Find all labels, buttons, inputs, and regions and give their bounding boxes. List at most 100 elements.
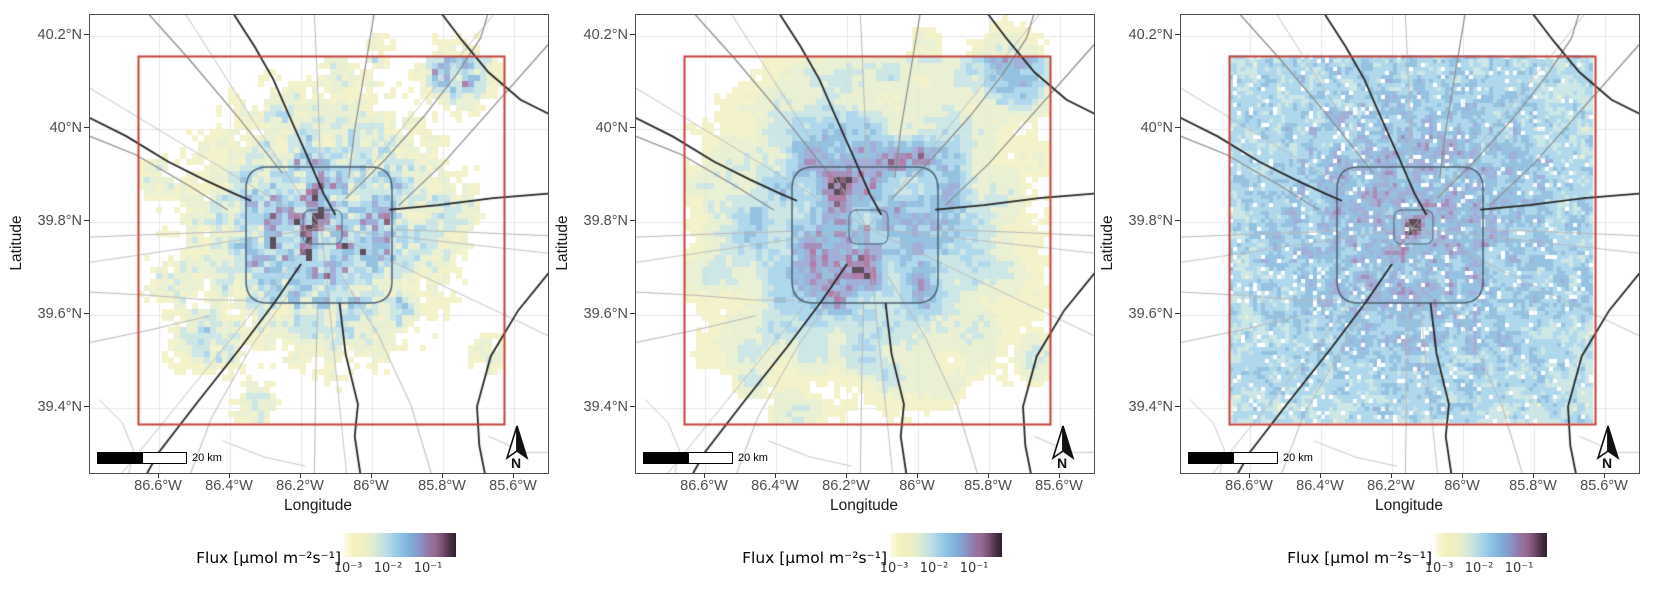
y-axis-tick-mark	[1175, 313, 1180, 315]
y-axis-tick-label: 40.2°N	[1128, 27, 1174, 43]
north-arrow-icon: N	[505, 425, 529, 469]
scale-bar-label: 20 km	[192, 452, 222, 464]
y-axis-tick-label: 40°N	[49, 120, 82, 136]
scale-bar-label: 20 km	[1283, 452, 1313, 464]
x-axis-tick-mark	[300, 473, 302, 478]
map-panel: Latitude 40.2°N 40°N 39.8°N 39.6°N 39.4°…	[0, 0, 551, 597]
y-axis-tick-label: 39.8°N	[583, 213, 629, 229]
north-arrow-label: N	[1057, 455, 1067, 469]
y-axis-tick-label: 39.6°N	[1128, 306, 1174, 322]
scale-bar-empty-segment	[1233, 452, 1278, 464]
x-axis-tick-label: 86.6°W	[680, 478, 728, 494]
x-axis-tick-label: 86.2°W	[1367, 478, 1415, 494]
x-axis-tick-label: 86°W	[899, 478, 935, 494]
x-axis-title: Longitude	[283, 497, 353, 514]
y-axis-tick-label: 40.2°N	[37, 27, 83, 43]
flux-map-canvas	[1181, 15, 1639, 473]
x-axis-tick-mark	[704, 473, 706, 478]
colorbar-gradient	[890, 533, 1002, 557]
north-arrow-left-half	[505, 425, 518, 461]
x-axis-tick-mark	[371, 473, 373, 478]
scale-bar: 20 km	[1188, 452, 1313, 464]
x-axis-tick-mark	[1249, 473, 1251, 478]
north-arrow-icon: N	[1051, 425, 1075, 469]
north-arrow-label: N	[511, 455, 521, 469]
x-axis-tick-label: 86.2°W	[276, 478, 324, 494]
colorbar-tick-label: 10⁻¹	[413, 561, 443, 576]
north-arrow-right-half	[516, 425, 529, 461]
y-axis-tick-label: 40°N	[1140, 120, 1173, 136]
map-plot-area: 20 km N	[89, 14, 549, 474]
x-axis-tick-label: 85.8°W	[964, 478, 1012, 494]
y-axis-tick-mark	[630, 34, 635, 36]
y-axis-tick-mark	[1175, 406, 1180, 408]
y-axis-tick-label: 39.8°N	[1128, 213, 1174, 229]
scale-bar-label: 20 km	[738, 452, 768, 464]
y-axis-tick-mark	[84, 220, 89, 222]
y-axis-tick-label: 39.6°N	[37, 306, 83, 322]
y-axis-tick-mark	[1175, 34, 1180, 36]
y-axis-tick-mark	[630, 220, 635, 222]
x-axis-tick-mark	[229, 473, 231, 478]
x-axis-tick-label: 85.8°W	[418, 478, 466, 494]
colorbar-title: Flux [μmol m⁻²s⁻¹]	[196, 549, 341, 567]
y-axis-tick-mark	[1175, 127, 1180, 129]
y-axis-tick-label: 39.4°N	[1128, 399, 1174, 415]
x-axis-tick-label: 86.4°W	[205, 478, 253, 494]
y-axis-tick-mark	[1175, 220, 1180, 222]
y-axis-tick-mark	[630, 313, 635, 315]
x-axis-tick-mark	[988, 473, 990, 478]
y-axis-tick-mark	[84, 34, 89, 36]
scale-bar-filled-segment	[1188, 452, 1234, 464]
x-axis-tick-mark	[1604, 473, 1606, 478]
x-axis-tick-mark	[917, 473, 919, 478]
north-arrow-icon: N	[1596, 425, 1620, 469]
map-plot-area: 20 km N	[1180, 14, 1640, 474]
x-axis-tick-label: 86.6°W	[1225, 478, 1273, 494]
x-axis-tick-label: 85.6°W	[489, 478, 537, 494]
y-axis-tick-label: 39.4°N	[583, 399, 629, 415]
x-axis-tick-mark	[158, 473, 160, 478]
x-axis-tick-label: 86°W	[353, 478, 389, 494]
y-axis-tick-mark	[84, 127, 89, 129]
map-panel: Latitude 40.2°N 40°N 39.8°N 39.6°N 39.4°…	[1091, 0, 1642, 597]
y-axis-tick-label: 39.8°N	[37, 213, 83, 229]
colorbar-tick-label: 10⁻²	[373, 561, 403, 576]
scale-bar: 20 km	[643, 452, 768, 464]
map-panel: Latitude 40.2°N 40°N 39.8°N 39.6°N 39.4°…	[546, 0, 1097, 597]
colorbar-title: Flux [μmol m⁻²s⁻¹]	[1287, 549, 1432, 567]
north-arrow-left-half	[1051, 425, 1064, 461]
colorbar-tick-label: 10⁻³	[879, 561, 909, 576]
colorbar-gradient	[1435, 533, 1547, 557]
x-axis-tick-label: 86°W	[1444, 478, 1480, 494]
x-axis-tick-label: 86.6°W	[134, 478, 182, 494]
x-axis-tick-mark	[442, 473, 444, 478]
colorbar-title: Flux [μmol m⁻²s⁻¹]	[742, 549, 887, 567]
x-axis-tick-label: 85.6°W	[1580, 478, 1628, 494]
scale-bar: 20 km	[97, 452, 222, 464]
x-axis-tick-label: 86.4°W	[1296, 478, 1344, 494]
flux-map-canvas	[636, 15, 1094, 473]
colorbar-tick-label: 10⁻¹	[1504, 561, 1534, 576]
colorbar-gradient	[344, 533, 456, 557]
y-axis-tick-mark	[84, 313, 89, 315]
flux-map-canvas	[90, 15, 548, 473]
x-axis-tick-label: 85.8°W	[1509, 478, 1557, 494]
x-axis-tick-mark	[846, 473, 848, 478]
scale-bar-empty-segment	[142, 452, 187, 464]
x-axis-tick-mark	[1462, 473, 1464, 478]
scale-bar-filled-segment	[97, 452, 143, 464]
north-arrow-right-half	[1062, 425, 1075, 461]
x-axis-title: Longitude	[1374, 497, 1444, 514]
x-axis-tick-label: 86.4°W	[751, 478, 799, 494]
x-axis-tick-label: 86.2°W	[822, 478, 870, 494]
y-axis-tick-label: 39.6°N	[583, 306, 629, 322]
scale-bar-empty-segment	[688, 452, 733, 464]
y-axis-tick-label: 40.2°N	[583, 27, 629, 43]
y-axis-tick-label: 40°N	[595, 120, 628, 136]
x-axis-tick-mark	[775, 473, 777, 478]
x-axis-tick-label: 85.6°W	[1035, 478, 1083, 494]
colorbar-tick-label: 10⁻²	[919, 561, 949, 576]
north-arrow-label: N	[1602, 455, 1612, 469]
